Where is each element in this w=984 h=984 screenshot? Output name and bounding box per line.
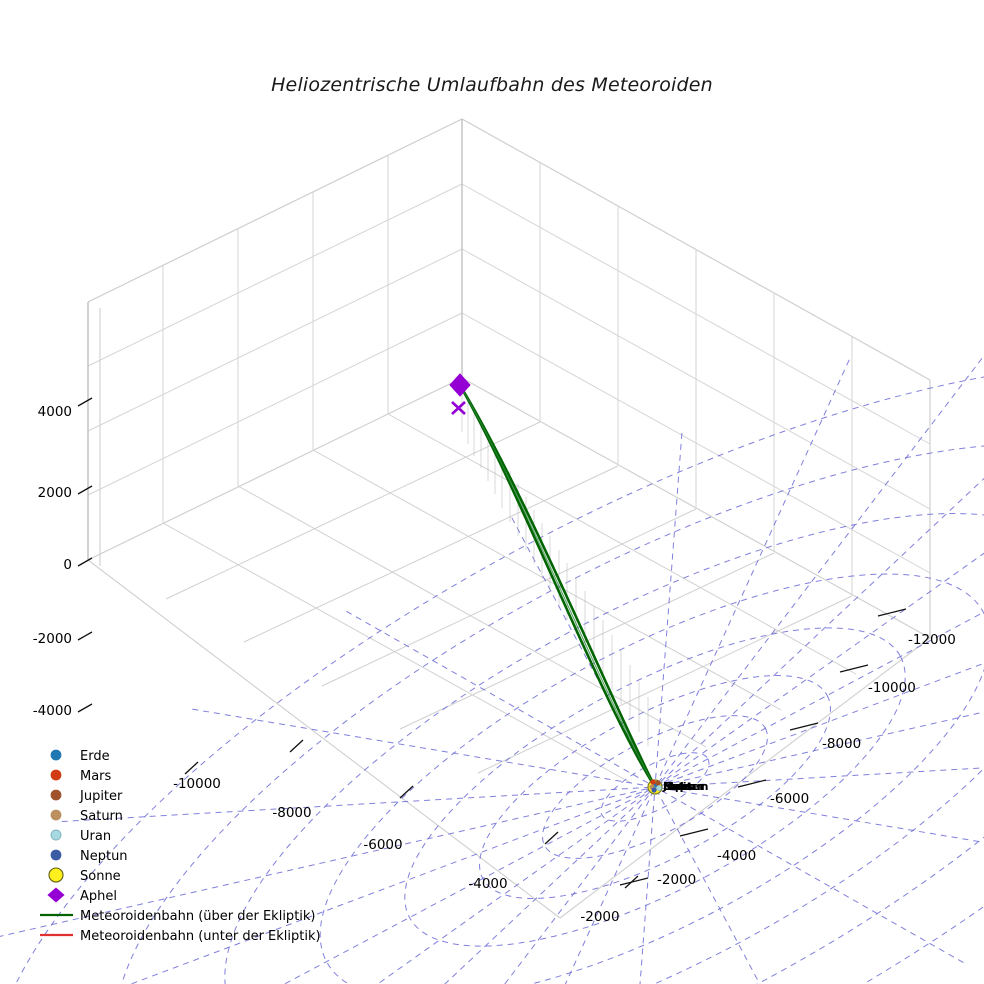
legend: Erde Mars Jupiter Saturn Uran Neptun <box>40 749 321 944</box>
x-tick-m2000: -2000 <box>580 909 619 925</box>
legend-label-erde: Erde <box>80 749 110 764</box>
x-tick-m4000: -4000 <box>468 876 507 892</box>
legend-marker-neptun-icon <box>50 849 62 861</box>
legend-label-orbit-below: Meteoroidenbahn (unter der Ekliptik) <box>80 929 321 944</box>
annotation-neptun: Neptun <box>663 780 708 793</box>
meteoroid-orbit-above-ecliptic <box>459 385 657 789</box>
annotation-erde: Erde <box>663 780 691 793</box>
annotation-jupiter: Jupiter <box>662 780 705 793</box>
z-tick-m2000: -2000 <box>33 631 72 647</box>
y-tick-m8000: -8000 <box>822 736 861 752</box>
annotation-saturn: Saturn <box>663 780 705 793</box>
legend-item-erde[interactable]: Erde <box>50 749 110 764</box>
legend-label-orbit-above: Meteoroidenbahn (über der Ekliptik) <box>80 909 316 924</box>
floor-plane <box>87 377 931 919</box>
legend-label-sonne: Sonne <box>80 869 121 884</box>
legend-marker-saturn-icon <box>50 809 62 821</box>
legend-marker-uran-icon <box>50 829 62 841</box>
x-axis: -2000 -4000 -6000 -8000 -10000 <box>173 739 639 925</box>
planet-annotations: Erde Mars Jupiter Saturn Uran Neptun <box>662 780 708 793</box>
legend-label-neptun: Neptun <box>80 849 128 864</box>
legend-item-sonne[interactable]: Sonne <box>48 867 121 884</box>
x-tick-m6000: -6000 <box>363 837 402 853</box>
legend-item-saturn[interactable]: Saturn <box>50 809 123 824</box>
planet-markers-cluster[interactable] <box>647 779 663 795</box>
legend-item-jupiter[interactable]: Jupiter <box>50 789 123 804</box>
y-tick-m12000: -12000 <box>908 632 956 648</box>
y-tick-m2000: -2000 <box>657 872 696 888</box>
z-tick-2000: 2000 <box>38 485 72 501</box>
z-axis: 4000 2000 0 -2000 -4000 <box>33 397 93 719</box>
z-tick-4000: 4000 <box>38 404 72 420</box>
y-axis: -2000 -4000 -6000 -8000 -10000 -12000 <box>619 608 956 888</box>
legend-item-orbit-below[interactable]: Meteoroidenbahn (unter der Ekliptik) <box>40 929 321 944</box>
y-tick-m10000: -10000 <box>868 680 916 696</box>
legend-marker-mars-icon <box>50 769 62 781</box>
annotation-mars: Mars <box>663 780 694 793</box>
aphel-marker[interactable] <box>449 373 471 397</box>
legend-marker-erde-icon <box>50 749 62 761</box>
y-tick-m6000: -6000 <box>770 791 809 807</box>
x-tick-m8000: -8000 <box>272 805 311 821</box>
legend-label-jupiter: Jupiter <box>79 789 123 804</box>
legend-label-aphel: Aphel <box>80 889 117 904</box>
legend-label-uran: Uran <box>80 829 111 844</box>
legend-label-mars: Mars <box>80 769 112 784</box>
legend-marker-jupiter-icon <box>50 789 62 801</box>
annotation-uran: Uran <box>663 780 693 793</box>
legend-item-uran[interactable]: Uran <box>50 829 111 844</box>
legend-item-orbit-above[interactable]: Meteoroidenbahn (über der Ekliptik) <box>40 909 316 924</box>
legend-marker-aphel-icon <box>47 887 65 903</box>
box-corner-edges <box>87 302 931 638</box>
legend-item-aphel[interactable]: Aphel <box>47 887 117 904</box>
page-title: Heliozentrische Umlaufbahn des Meteoroid… <box>271 74 713 96</box>
legend-item-neptun[interactable]: Neptun <box>50 849 128 864</box>
perihel-cross-marker[interactable] <box>451 401 466 415</box>
y-tick-m4000: -4000 <box>717 848 756 864</box>
legend-marker-sonne-icon <box>48 867 64 883</box>
legend-label-saturn: Saturn <box>80 809 123 824</box>
legend-item-mars[interactable]: Mars <box>50 769 112 784</box>
z-tick-m4000: -4000 <box>33 703 72 719</box>
x-tick-m10000: -10000 <box>173 776 221 792</box>
z-tick-0: 0 <box>63 557 72 573</box>
